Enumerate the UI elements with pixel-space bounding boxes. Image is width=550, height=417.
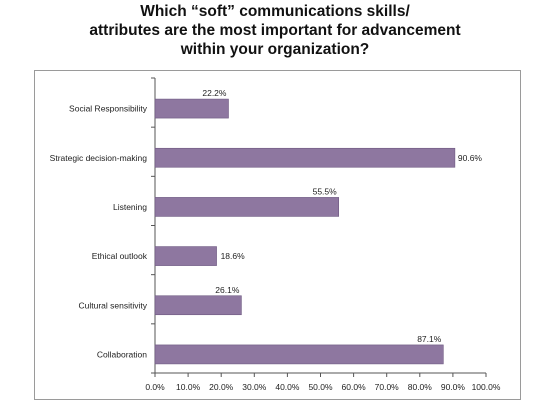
x-tick-label: 30.0% — [242, 382, 267, 392]
category-label: Strategic decision-making — [50, 153, 148, 163]
value-label: 90.6% — [458, 153, 483, 163]
chart-title-line-2: attributes are the most important for ad… — [89, 22, 461, 39]
x-tick-label: 60.0% — [342, 382, 367, 392]
x-tick-label: 80.0% — [408, 382, 433, 392]
category-label: Listening — [113, 202, 147, 212]
axis-layer — [151, 77, 487, 377]
x-tick-label: 50.0% — [308, 382, 333, 392]
bar — [154, 197, 340, 217]
x-tick-label: 70.0% — [375, 382, 400, 392]
value-label: 22.2% — [202, 88, 227, 98]
x-tick-label: 0.0% — [145, 382, 165, 392]
value-label: 26.1% — [215, 285, 240, 295]
x-tick-label: 90.0% — [441, 382, 466, 392]
value-label: 87.1% — [417, 334, 442, 344]
bar — [154, 147, 456, 168]
x-tick-label: 10.0% — [176, 382, 201, 392]
value-label: 18.6% — [221, 251, 246, 261]
chart-title-line-3: within your organization? — [180, 41, 370, 58]
bar — [154, 344, 444, 365]
category-label: Ethical outlook — [92, 251, 148, 261]
value-label: 55.5% — [313, 186, 338, 196]
category-label: Collaboration — [97, 349, 147, 359]
x-tick-label: 100.0% — [472, 382, 501, 392]
x-tick-label: 40.0% — [275, 382, 300, 392]
bars-layer — [154, 98, 456, 365]
x-tick-label: 20.0% — [209, 382, 234, 392]
category-label: Social Responsibility — [69, 104, 148, 114]
bar — [154, 98, 229, 119]
labels-layer: 0.0% 10.0% 20.0% 30.0% 40.0% 50.0% 60.0% 70.0% 8… — [50, 88, 501, 392]
category-label: Cultural sensitivity — [79, 300, 148, 310]
bar — [154, 246, 217, 266]
chart-title-line-1: Which “soft” communications skills/ — [140, 3, 410, 20]
bar — [154, 295, 242, 316]
chart-title: Which “soft” communications skills/ attr… — [0, 2, 550, 59]
